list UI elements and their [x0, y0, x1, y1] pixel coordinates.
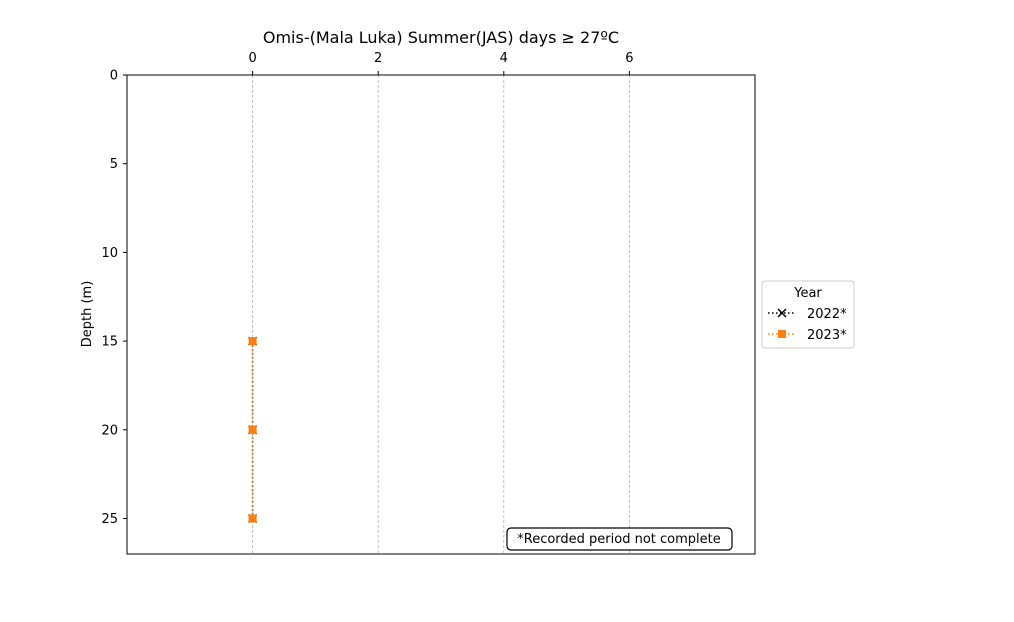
data-point — [248, 514, 257, 523]
data-point — [248, 337, 257, 346]
legend-marker — [778, 330, 786, 338]
x-tick-label: 6 — [625, 51, 633, 66]
y-tick-label: 25 — [101, 512, 118, 527]
legend-item: 2022* — [768, 307, 847, 322]
y-axis-label: Depth (m) — [80, 281, 95, 348]
y-axis-ticks: 0 5 10 15 20 25 — [101, 69, 127, 527]
legend-item: 2023* — [768, 328, 847, 343]
legend: Year 2022* 2023* — [761, 280, 855, 349]
data-point — [248, 425, 257, 434]
legend-marker — [777, 308, 787, 318]
legend-label: 2023* — [807, 328, 847, 343]
y-tick-label: 5 — [110, 157, 118, 172]
y-tick-label: 15 — [101, 335, 118, 350]
legend-title: Year — [793, 286, 822, 301]
x-tick-label: 4 — [500, 51, 508, 66]
y-tick-label: 20 — [101, 423, 118, 438]
y-tick-label: 10 — [101, 246, 118, 261]
annotation-text: *Recorded period not complete — [517, 532, 721, 547]
plot-frame — [126, 74, 756, 555]
series-2023 — [248, 337, 257, 523]
x-axis-ticks: 0 2 4 6 — [248, 51, 634, 75]
chart-title: Omis-(Mala Luka) Summer(JAS) days ≥ 27ºC — [263, 28, 619, 47]
series-layer — [248, 336, 258, 524]
grid-lines — [252, 75, 630, 554]
annotation-box: *Recorded period not complete — [506, 527, 733, 551]
x-tick-label: 0 — [248, 51, 256, 66]
legend-label: 2022* — [807, 307, 847, 322]
y-tick-label: 0 — [110, 69, 118, 84]
x-tick-label: 2 — [374, 51, 382, 66]
